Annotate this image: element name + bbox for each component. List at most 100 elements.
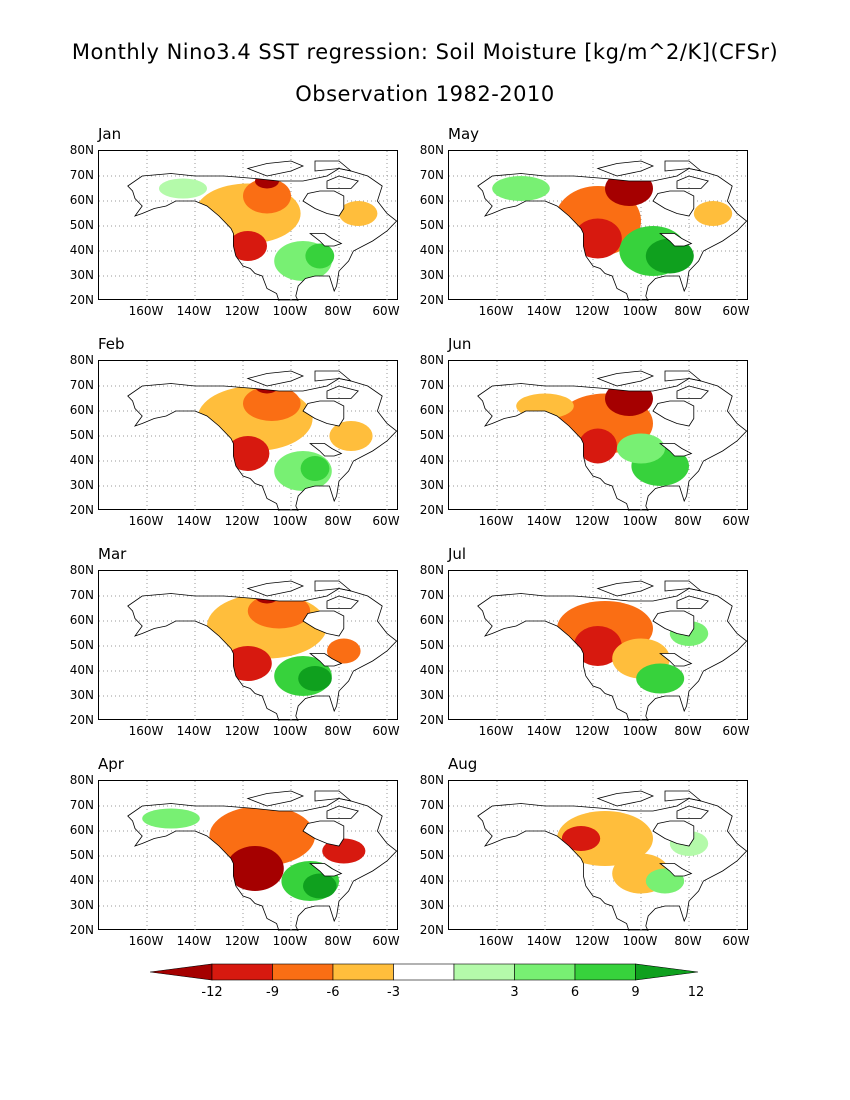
arctic-island: [664, 580, 702, 592]
panel-month-label: Feb: [98, 335, 125, 353]
hudson-bay: [302, 190, 345, 217]
hudson-bay: [652, 400, 695, 427]
lon-tick-label: 60W: [722, 514, 750, 528]
lat-tick-label: 20N: [69, 713, 94, 727]
shaded-region: [329, 421, 373, 451]
shaded-region: [516, 393, 574, 419]
lat-tick-label: 20N: [419, 713, 444, 727]
colorbar-swatch: [272, 963, 334, 981]
arctic-island: [314, 790, 352, 802]
lat-tick-label: 30N: [419, 478, 444, 492]
lon-tick-label: 120W: [574, 934, 610, 948]
hudson-bay: [652, 610, 695, 637]
lon-tick-label: 100W: [272, 724, 308, 738]
shaded-region: [557, 811, 653, 866]
lon-tick-label: 80W: [324, 724, 352, 738]
lat-tick-label: 30N: [69, 478, 94, 492]
lat-tick-label: 70N: [69, 168, 94, 182]
arctic-island: [596, 580, 655, 597]
arctic-island: [326, 175, 359, 189]
lat-tick-label: 20N: [69, 503, 94, 517]
lat-tick-label: 50N: [69, 638, 94, 652]
arctic-island: [314, 160, 352, 172]
arctic-island: [326, 805, 359, 819]
lat-tick-label: 40N: [419, 873, 444, 887]
regression-shading: [516, 381, 689, 486]
lat-tick-label: 70N: [69, 588, 94, 602]
lon-tick-label: 120W: [224, 514, 260, 528]
lon-tick-label: 160W: [478, 304, 514, 318]
arctic-island: [676, 805, 709, 819]
shaded-region: [573, 626, 622, 666]
arctic-island: [676, 595, 709, 609]
map-panel: [448, 360, 749, 511]
coastline: [127, 798, 398, 931]
lon-tick-label: 140W: [526, 304, 562, 318]
map-canvas: [449, 361, 749, 511]
regression-shading: [492, 171, 733, 276]
lon-tick-label: 100W: [622, 514, 658, 528]
arctic-island: [596, 370, 655, 387]
panel-month-label: Apr: [98, 755, 124, 773]
lat-tick-label: 60N: [419, 823, 444, 837]
great-lakes: [659, 443, 693, 457]
lat-tick-label: 50N: [69, 848, 94, 862]
lat-tick-label: 40N: [419, 663, 444, 677]
colorbar-swatch: [332, 963, 394, 981]
shaded-region: [636, 663, 685, 694]
arctic-island: [596, 790, 655, 807]
lon-tick-label: 120W: [224, 934, 260, 948]
lat-tick-label: 60N: [419, 193, 444, 207]
lon-tick-label: 80W: [324, 304, 352, 318]
lon-tick-label: 140W: [526, 514, 562, 528]
lon-tick-label: 160W: [128, 514, 164, 528]
hudson-bay: [652, 820, 695, 847]
arctic-island: [664, 370, 702, 382]
lat-tick-label: 30N: [419, 898, 444, 912]
figure-title: Monthly Nino3.4 SST regression: Soil Moi…: [71, 40, 779, 64]
lat-tick-label: 80N: [419, 143, 444, 157]
map-canvas: [99, 151, 399, 301]
shaded-region: [573, 218, 622, 259]
shaded-region: [159, 178, 207, 199]
map-canvas: [449, 151, 749, 301]
shaded-region: [578, 428, 617, 464]
lat-tick-label: 80N: [419, 773, 444, 787]
coastline: [127, 168, 398, 301]
map-canvas: [99, 361, 399, 511]
map-panel: [98, 150, 399, 301]
lat-tick-label: 60N: [69, 403, 94, 417]
lon-tick-label: 160W: [128, 934, 164, 948]
hudson-bay: [302, 610, 345, 637]
hudson-bay: [302, 400, 345, 427]
colorbar-swatch: [453, 963, 515, 981]
coastline: [477, 798, 748, 931]
lat-tick-label: 80N: [69, 773, 94, 787]
shaded-region: [298, 666, 332, 691]
arctic-island: [314, 370, 352, 382]
lat-tick-label: 50N: [419, 848, 444, 862]
figure-subtitle: Observation 1982-2010: [295, 82, 555, 106]
colorbar-low-arrow: [150, 963, 213, 981]
panel-month-label: May: [448, 125, 480, 143]
map-canvas: [449, 571, 749, 721]
lon-tick-label: 120W: [574, 514, 610, 528]
great-lakes: [309, 863, 343, 877]
lon-tick-label: 140W: [176, 304, 212, 318]
lat-tick-label: 60N: [69, 193, 94, 207]
lat-tick-label: 40N: [419, 453, 444, 467]
lon-tick-label: 100W: [272, 934, 308, 948]
lat-tick-label: 60N: [419, 613, 444, 627]
panel-month-label: Aug: [448, 755, 478, 773]
coastline: [127, 378, 398, 511]
lon-tick-label: 140W: [176, 514, 212, 528]
lat-tick-label: 50N: [419, 638, 444, 652]
lon-tick-label: 160W: [128, 724, 164, 738]
regression-shading: [477, 811, 709, 894]
coastline: [127, 588, 398, 721]
lon-tick-label: 100W: [272, 514, 308, 528]
panel-month-label: Jul: [448, 545, 467, 563]
colorbar-swatch: [393, 963, 455, 981]
lon-tick-label: 100W: [622, 724, 658, 738]
lat-tick-label: 70N: [69, 378, 94, 392]
